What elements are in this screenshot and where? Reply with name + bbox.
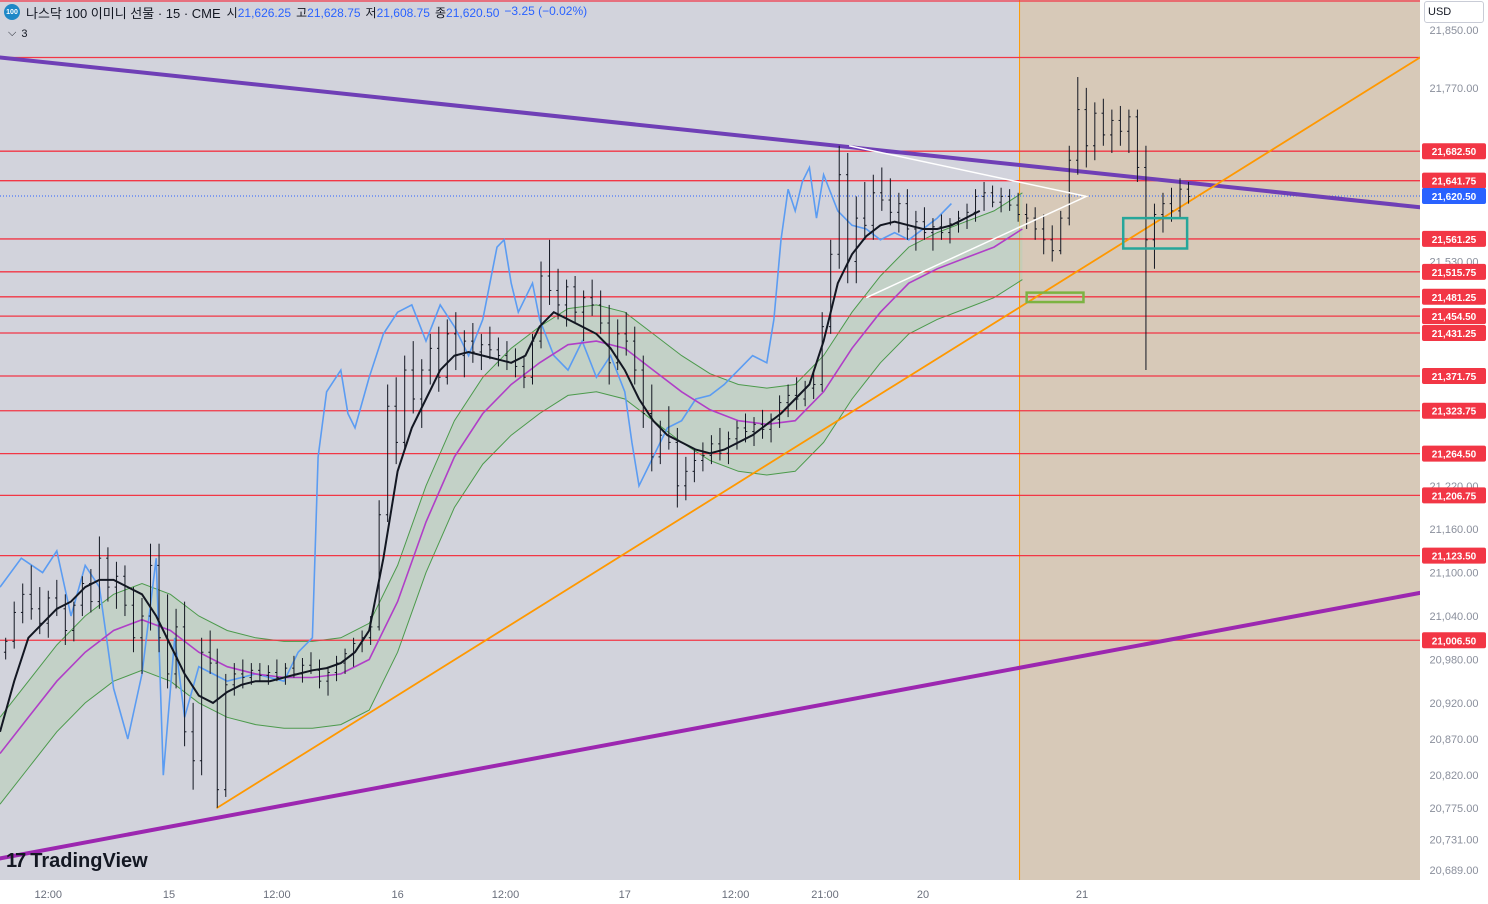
price-tick-label: 21,770.00 bbox=[1430, 83, 1479, 95]
highlight-zone bbox=[1019, 0, 1420, 880]
time-tick-label: 21 bbox=[1076, 889, 1088, 901]
open-label: 시 bbox=[226, 5, 238, 20]
ohlc-values: 시21,626.25 고21,628.75 저21,608.75 종21,620… bbox=[227, 4, 587, 21]
symbol-logo-icon[interactable]: 100 bbox=[4, 4, 20, 20]
price-tick-label: 21,515.75 bbox=[1432, 268, 1477, 279]
cloud-top-line bbox=[0, 192, 1023, 718]
time-axis-panel bbox=[0, 880, 1420, 904]
price-level-badge bbox=[1422, 308, 1486, 325]
price-tick-label: 20,775.00 bbox=[1430, 803, 1479, 815]
price-level-badge bbox=[1422, 172, 1486, 189]
price-tick-label: 21,481.25 bbox=[1432, 293, 1477, 304]
current-price-badge bbox=[1422, 188, 1486, 205]
price-level-badge bbox=[1422, 324, 1486, 341]
teal-zone-box bbox=[1121, 216, 1189, 250]
price-tick-label: 20,920.00 bbox=[1430, 698, 1479, 710]
price-tick-label: 21,431.25 bbox=[1432, 329, 1477, 340]
low-label: 저 bbox=[365, 5, 377, 20]
price-tick-label: 20,689.00 bbox=[1430, 865, 1479, 877]
price-tick-label: 21,620.50 bbox=[1432, 192, 1477, 203]
tradingview-logo[interactable]: 17 TradingView bbox=[6, 850, 148, 873]
triangle-pattern bbox=[849, 145, 1089, 299]
high-value: 21,628.75 bbox=[307, 5, 361, 20]
symbol-title[interactable]: 나스닥 100 이미니 선물 · 15 · CME bbox=[26, 5, 221, 21]
price-tick-label: 21,100.00 bbox=[1430, 568, 1479, 580]
time-tick-label: 16 bbox=[391, 889, 403, 901]
price-tick-label: 21,123.50 bbox=[1432, 552, 1477, 563]
price-tick-label: 21,561.25 bbox=[1432, 235, 1477, 246]
indicator-toggle[interactable]: ⌵ 3 bbox=[8, 27, 27, 40]
price-tick-label: 21,323.75 bbox=[1432, 407, 1477, 418]
price-level-badge bbox=[1422, 547, 1486, 564]
price-tick-label: 21,160.00 bbox=[1430, 524, 1479, 536]
resistance-trendline bbox=[0, 55, 1422, 210]
price-level-badge bbox=[1422, 487, 1486, 504]
symbol-header: 100 나스닥 100 이미니 선물 · 15 · CME 시21,626.25… bbox=[4, 3, 587, 21]
price-tick-label: 20,731.00 bbox=[1430, 835, 1479, 847]
change-value: −3.25 (−0.02%) bbox=[504, 3, 588, 18]
time-tick-label: 12:00 bbox=[722, 889, 750, 901]
close-value: 21,620.50 bbox=[446, 5, 500, 20]
brand-name: TradingView bbox=[30, 850, 148, 872]
price-tick-label: 21,206.75 bbox=[1432, 491, 1477, 502]
price-level-badge bbox=[1422, 143, 1486, 160]
tradingview-logo-icon: 17 bbox=[6, 850, 26, 872]
price-level-badge bbox=[1422, 445, 1486, 462]
price-tick-label: 21,682.50 bbox=[1432, 147, 1477, 158]
low-value: 21,608.75 bbox=[376, 5, 430, 20]
price-level-badge bbox=[1422, 230, 1486, 247]
support-trendline bbox=[0, 590, 1422, 861]
time-tick-label: 12:00 bbox=[492, 889, 520, 901]
open-value: 21,626.25 bbox=[237, 5, 292, 20]
currency-selector[interactable]: USD bbox=[1424, 1, 1484, 23]
price-tick-label: 20,820.00 bbox=[1430, 770, 1479, 782]
rising-trendline bbox=[216, 56, 1421, 809]
time-tick-label: 15 bbox=[163, 889, 175, 901]
time-tick-label: 12:00 bbox=[263, 889, 291, 901]
price-tick-label: 21,850.00 bbox=[1430, 25, 1479, 37]
price-level-badge bbox=[1422, 263, 1486, 280]
time-tick-label: 12:00 bbox=[35, 889, 63, 901]
purple-moving-average bbox=[0, 228, 1023, 754]
price-tick-label: 20,980.00 bbox=[1430, 654, 1479, 666]
price-tick-label: 21,454.50 bbox=[1432, 312, 1477, 323]
close-label: 종 bbox=[434, 5, 447, 20]
high-label: 고 bbox=[296, 5, 308, 20]
indicator-count: 3 bbox=[21, 27, 28, 40]
price-tick-label: 20,870.00 bbox=[1430, 734, 1479, 746]
price-level-badge bbox=[1422, 368, 1486, 385]
cloud-fill bbox=[0, 192, 1023, 805]
price-level-badge bbox=[1422, 288, 1486, 305]
price-tick-label: 21,264.50 bbox=[1432, 450, 1477, 461]
time-tick-label: 21:00 bbox=[811, 889, 839, 901]
price-tick-label: 21,371.75 bbox=[1432, 372, 1477, 383]
price-tick-label: 21,040.00 bbox=[1430, 611, 1479, 623]
time-tick-label: 20 bbox=[917, 889, 929, 901]
blue-indicator-line bbox=[0, 164, 952, 776]
price-level-badge bbox=[1422, 632, 1486, 649]
green-zone-box bbox=[1025, 291, 1085, 304]
time-tick-label: 17 bbox=[619, 889, 631, 901]
price-tick-label: 21,641.75 bbox=[1432, 177, 1477, 188]
price-level-badge bbox=[1422, 402, 1486, 419]
chevron-down-icon[interactable]: ⌵ bbox=[8, 27, 17, 39]
price-tick-label: 21,006.50 bbox=[1432, 636, 1477, 647]
